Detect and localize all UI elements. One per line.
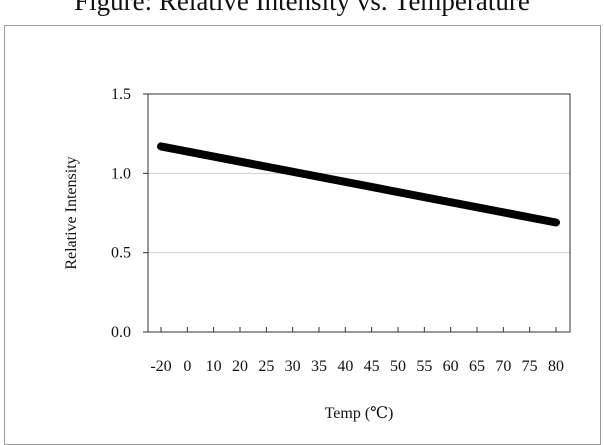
x-tick-label: 25 [258,358,274,375]
x-axis-title: Temp (℃) [325,405,394,422]
y-tick-label: 1.5 [111,86,131,103]
chart-frame [4,25,601,445]
tick-labels: 0.0 0.5 1.0 1.5 -20 0 10 20 25 30 35 40 45 50 55 60 65 70… [111,86,564,375]
y-axis-title: Relative Intensity [63,156,80,269]
y-tick-label: 0.0 [111,324,131,341]
x-tick-label: 50 [390,358,406,375]
x-tick-label: 45 [364,358,380,375]
series-group [157,142,560,227]
x-tick-label: -20 [150,358,171,375]
x-tick-label: 35 [311,358,327,375]
x-tick-label: 40 [337,358,353,375]
x-tick-label: 30 [285,358,301,375]
axis-ticks [143,93,557,333]
series-line [157,142,560,227]
plot-area [147,93,571,333]
x-tick-label: 20 [232,358,248,375]
x-tick-label: 55 [416,358,432,375]
x-tick-label: 60 [443,358,459,375]
x-tick-label: 10 [206,358,222,375]
chart-title: Figure: Relative Intensity vs. Temperatu… [74,0,530,16]
y-tick-label: 0.5 [111,245,131,262]
gridlines [148,172,570,254]
x-tick-label: 75 [522,358,538,375]
y-tick-label: 1.0 [111,165,131,182]
x-tick-label: 0 [183,358,191,375]
x-tick-label: 70 [495,358,511,375]
x-tick-label: 80 [548,358,564,375]
x-tick-label: 65 [469,358,485,375]
